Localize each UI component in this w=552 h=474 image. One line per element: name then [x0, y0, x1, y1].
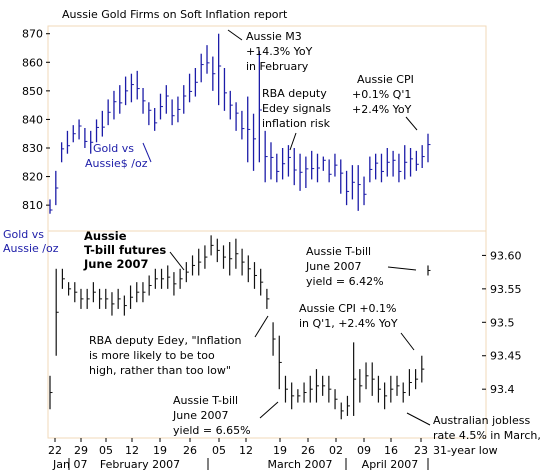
xtick-label: 09 [357, 444, 371, 457]
gold-y-axis: 810 820 830 840 850 860 870 [22, 28, 50, 212]
annotation-cpi-gold: Aussie CPI +0.1% Q'1 +2.4% YoY [352, 73, 418, 131]
tbill-ytick-label: 93.55 [490, 283, 522, 296]
xtick-label: 23 [414, 444, 428, 457]
tbill-y-axis: 93.4 93.45 93.5 93.55 93.60 [482, 249, 522, 396]
annotation-edey-gold-line3: inflation risk [262, 117, 331, 130]
annotation-edey-gold-arrow [289, 132, 297, 151]
annotation-tbill-label: Aussie T-bill futures June 2007 [83, 229, 185, 271]
chart-title: Aussie Gold Firms on Soft Inflation repo… [62, 8, 288, 21]
annotation-edey-tbill-arrow [254, 315, 269, 338]
annotation-gold-line2: Aussie$ /oz [85, 157, 148, 170]
x-axis: 22 29 05 12 19 26 05 12 19 26 02 09 16 23 Jan 07 Februa… [48, 438, 429, 471]
xtick-label: 22 [48, 444, 62, 457]
annotation-cpi-gold-line3: +2.4% YoY [352, 103, 412, 116]
plot-frame [47, 25, 487, 439]
annotation-cpi-tbill-arrow [400, 332, 415, 351]
tbill-ytick-label: 93.45 [490, 350, 522, 363]
annotation-m3-line1: Aussie M3 [246, 30, 302, 43]
xtick-label: 12 [125, 444, 139, 457]
annotation-cpi-gold-line2: +0.1% Q'1 [352, 88, 411, 101]
annotation-gold-arrow [142, 142, 152, 163]
annotation-m3-line3: in February [246, 60, 309, 73]
gold-axis-label-line1: Gold vs [3, 228, 44, 241]
annotation-jobless-line3: 31-year low [433, 444, 498, 457]
xtick-label: 02 [329, 444, 343, 457]
annotation-edey-tbill: RBA deputy Edey, "Inflation is more like… [89, 315, 269, 377]
annotation-jobless-line2: rate 4.5% in March, [433, 429, 541, 442]
annotation-yield-665-line1: Aussie T-bill [173, 394, 238, 407]
tbill-ytick-label: 93.5 [490, 316, 515, 329]
gold-ytick-label: 850 [22, 85, 43, 98]
annotation-tbill-line1: Aussie [84, 229, 127, 243]
tbill-ytick-label: 93.4 [490, 383, 515, 396]
gold-ytick-label: 840 [22, 113, 43, 126]
xtick-label: 19 [273, 444, 287, 457]
annotation-edey-tbill-line3: high, rather than too low" [89, 364, 231, 377]
annotation-yield-642-line3: yield = 6.42% [306, 275, 384, 288]
annotation-yield-665: Aussie T-bill June 2007 yield = 6.65% [172, 394, 279, 437]
annotation-yield-642-line1: Aussie T-bill [306, 245, 371, 258]
annotation-yield-665-arrow [259, 401, 279, 419]
gold-series [49, 33, 431, 214]
month-label: April 2007 [362, 458, 419, 471]
annotation-m3-arrow [227, 29, 243, 41]
annotation-yield-642: Aussie T-bill June 2007 yield = 6.42% [305, 245, 417, 288]
annotation-m3: Aussie M3 +14.3% YoY in February [227, 29, 313, 73]
annotation-tbill-line2: T-bill futures [84, 243, 166, 257]
gold-ytick-label: 870 [22, 28, 43, 41]
tbill-series [49, 235, 431, 420]
annotation-cpi-tbill-line1: Aussie CPI +0.1% [299, 302, 397, 315]
annotation-cpi-gold-arrow [405, 116, 418, 131]
annotation-edey-gold: RBA deputy Edey signals inflation risk [262, 87, 331, 151]
month-label: Jan 07 [52, 458, 87, 471]
annotation-gold-line1: Gold vs [93, 142, 134, 155]
annotation-m3-line2: +14.3% YoY [246, 45, 313, 58]
month-label: March 2007 [267, 458, 332, 471]
annotation-gold-label: Gold vs Aussie$ /oz [85, 142, 152, 170]
xtick-label: 26 [301, 444, 315, 457]
gold-ytick-label: 810 [22, 199, 43, 212]
gold-axis-label-line2: Aussie /oz [3, 242, 59, 255]
annotation-edey-tbill-line2: is more likely to be too [89, 349, 215, 362]
month-label: February 2007 [100, 458, 180, 471]
xtick-label: 19 [153, 444, 167, 457]
xtick-label: 05 [99, 444, 113, 457]
annotation-edey-gold-line1: RBA deputy [262, 87, 327, 100]
annotation-jobless-arrow [406, 412, 431, 426]
annotation-yield-665-line2: June 2007 [172, 409, 228, 422]
annotation-tbill-line3: June 2007 [83, 257, 148, 271]
annotation-cpi-gold-line1: Aussie CPI [357, 73, 414, 86]
annotation-yield-642-line2: June 2007 [305, 260, 361, 273]
annotation-cpi-tbill-line2: in Q'1, +2.4% YoY [299, 317, 398, 330]
annotation-cpi-tbill: Aussie CPI +0.1% in Q'1, +2.4% YoY [299, 302, 415, 351]
annotation-edey-tbill-line1: RBA deputy Edey, "Inflation [89, 334, 241, 347]
annotation-jobless: Australian jobless rate 4.5% in March, 3… [406, 412, 541, 457]
annotation-edey-gold-line2: Edey signals [262, 102, 331, 115]
tbill-ytick-label: 93.60 [490, 249, 522, 262]
xtick-label: 12 [239, 444, 253, 457]
xtick-label: 16 [384, 444, 398, 457]
annotation-yield-642-arrow [387, 266, 417, 271]
xtick-label: 29 [74, 444, 88, 457]
gold-ytick-label: 830 [22, 142, 43, 155]
gold-ytick-label: 820 [22, 171, 43, 184]
annotation-tbill-arrow [169, 251, 185, 271]
annotation-jobless-line1: Australian jobless [433, 414, 530, 427]
xtick-label: 05 [212, 444, 226, 457]
gold-ytick-label: 860 [22, 56, 43, 69]
xtick-label: 26 [183, 444, 197, 457]
annotation-yield-665-line3: yield = 6.65% [173, 424, 251, 437]
